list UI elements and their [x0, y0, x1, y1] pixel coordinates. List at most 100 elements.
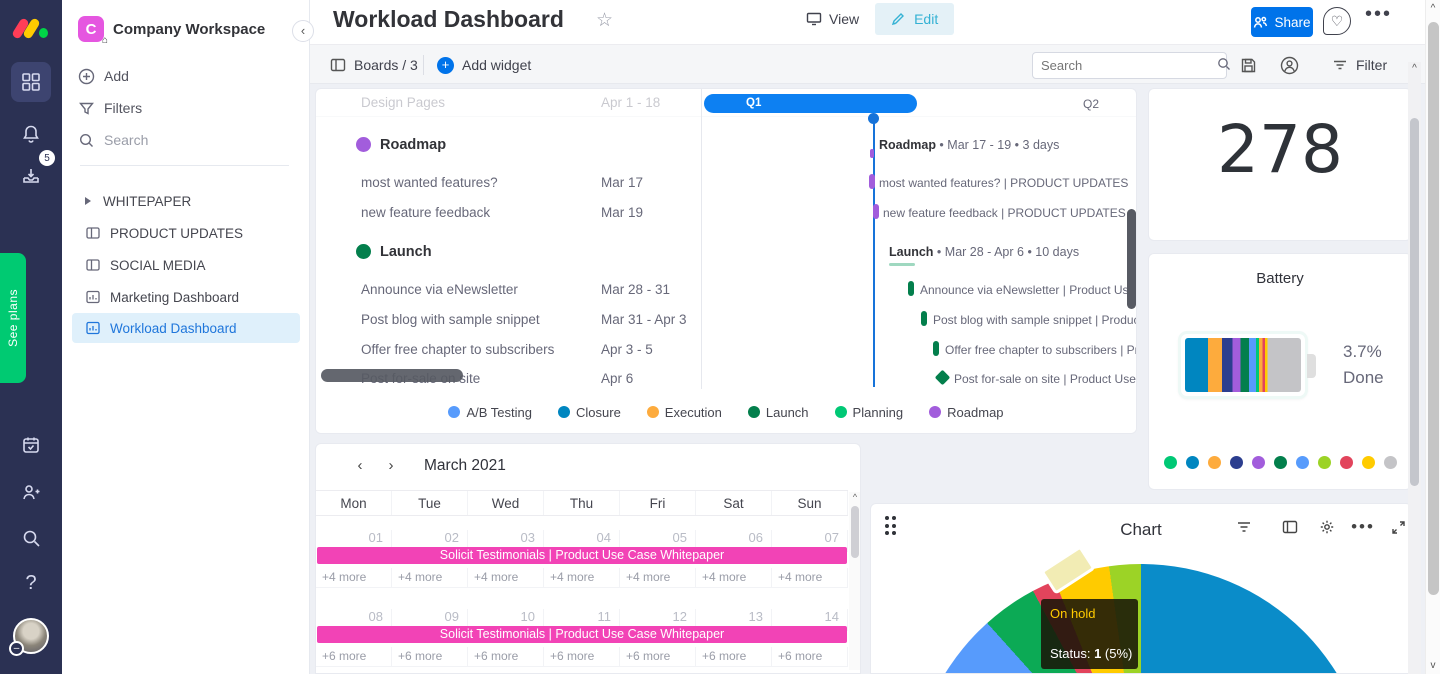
- calendar-scrollbar[interactable]: ^: [849, 492, 860, 670]
- person-filter-icon[interactable]: [1280, 45, 1299, 85]
- filters-button[interactable]: Filters: [78, 95, 142, 121]
- legend-item[interactable]: Launch: [747, 405, 809, 420]
- calendar-more-link[interactable]: +4 more: [316, 568, 392, 587]
- calendar-more-link[interactable]: +6 more: [544, 647, 620, 666]
- calendar-more-link[interactable]: +4 more: [772, 568, 848, 587]
- add-widget-button[interactable]: + Add widget: [437, 45, 531, 85]
- calendar-date-cell[interactable]: 14: [772, 609, 848, 631]
- sidebar-search-button[interactable]: Search: [78, 127, 148, 153]
- gantt-task-row[interactable]: new feature feedback Mar 19 new feature …: [361, 204, 1126, 220]
- gantt-vertical-scrollbar[interactable]: [1127, 209, 1136, 309]
- tab-edit[interactable]: Edit: [875, 3, 955, 35]
- gantt-task-row[interactable]: Announce via eNewsletter Mar 28 - 31 Ann…: [361, 281, 1137, 297]
- calendar-date-cell[interactable]: 02: [392, 530, 468, 552]
- calendar-more-link[interactable]: +6 more: [316, 647, 392, 666]
- gantt-row-faded[interactable]: Design Pages Apr 1 - 18: [316, 95, 1136, 117]
- calendar-more-link[interactable]: +4 more: [468, 568, 544, 587]
- my-work-calendar-icon[interactable]: [11, 425, 51, 465]
- drag-handle-icon[interactable]: [885, 516, 899, 536]
- calendar-date-cell[interactable]: 01: [316, 530, 392, 552]
- calendar-date-cell[interactable]: 03: [468, 530, 544, 552]
- legend-item[interactable]: Planning: [834, 405, 903, 420]
- calendar-date-cell[interactable]: 08: [316, 609, 392, 631]
- calendar-date-cell[interactable]: 11: [544, 609, 620, 631]
- browser-scrollbar-thumb[interactable]: [1428, 22, 1439, 595]
- sidebar-collapse-button[interactable]: ‹: [292, 20, 314, 42]
- gantt-bar[interactable]: [869, 174, 875, 189]
- calendar-more-link[interactable]: +6 more: [392, 647, 468, 666]
- calendar-more-link[interactable]: +4 more: [392, 568, 468, 587]
- workspaces-grid-icon[interactable]: [11, 62, 51, 102]
- user-avatar[interactable]: –: [9, 618, 49, 656]
- sidebar-item-marketing-dashboard[interactable]: Marketing Dashboard: [72, 282, 300, 312]
- dashboard-search[interactable]: [1032, 52, 1230, 79]
- calendar-date-cell[interactable]: 06: [696, 530, 772, 552]
- pie-chart[interactable]: [911, 564, 1371, 673]
- gantt-group-roadmap[interactable]: Roadmap Roadmap • Mar 17 - 19 • 3 days: [316, 134, 1136, 160]
- dashboard-scrollbar[interactable]: ^: [1408, 62, 1421, 674]
- calendar-date-cell[interactable]: 05: [620, 530, 696, 552]
- calendar-date-cell[interactable]: 13: [696, 609, 772, 631]
- calendar-more-link[interactable]: +6 more: [772, 647, 848, 666]
- boards-selector[interactable]: Boards / 3: [330, 45, 418, 85]
- dashboard-scrollbar-thumb[interactable]: [1410, 118, 1419, 486]
- gantt-milestone-diamond[interactable]: [934, 369, 951, 386]
- sidebar-item-whitepaper[interactable]: WHITEPAPER: [72, 186, 300, 216]
- see-plans-ribbon[interactable]: See plans: [0, 253, 26, 383]
- calendar-next-button[interactable]: ›: [388, 457, 394, 474]
- chart-filter-icon[interactable]: [1231, 514, 1257, 540]
- gantt-bar[interactable]: [921, 311, 927, 326]
- legend-item[interactable]: Roadmap: [929, 405, 1004, 420]
- invite-members-icon[interactable]: [11, 472, 51, 512]
- gantt-bar[interactable]: [933, 341, 939, 356]
- gantt-bar[interactable]: [908, 281, 914, 296]
- share-button[interactable]: Share: [1251, 7, 1313, 37]
- inbox-tray-icon[interactable]: 5: [11, 150, 55, 196]
- battery-widget[interactable]: Battery 3.7% Done: [1148, 253, 1412, 490]
- gantt-task-row[interactable]: most wanted features? Mar 17 most wanted…: [361, 174, 1129, 190]
- browser-scrollbar[interactable]: ^ v: [1425, 0, 1440, 674]
- favorite-star-icon[interactable]: ☆: [596, 10, 614, 31]
- save-icon[interactable]: [1240, 45, 1257, 85]
- calendar-more-link[interactable]: +6 more: [468, 647, 544, 666]
- legend-item[interactable]: A/B Testing: [448, 405, 532, 420]
- calendar-date-cell[interactable]: 10: [468, 609, 544, 631]
- search-icon[interactable]: [11, 518, 51, 558]
- chart-expand-icon[interactable]: [1385, 514, 1411, 540]
- gantt-horizontal-scrollbar[interactable]: [321, 369, 463, 382]
- calendar-more-link[interactable]: +4 more: [620, 568, 696, 587]
- number-widget[interactable]: 278: [1148, 88, 1412, 241]
- calendar-date-cell[interactable]: 04: [544, 530, 620, 552]
- calendar-more-link[interactable]: +4 more: [544, 568, 620, 587]
- gantt-task-row[interactable]: Post blog with sample snippet Mar 31 - A…: [361, 311, 1137, 327]
- legend-item[interactable]: Closure: [558, 405, 621, 420]
- filter-button[interactable]: Filter: [1332, 45, 1387, 85]
- chart-settings-gear-icon[interactable]: [1314, 514, 1340, 540]
- monday-logo-icon[interactable]: [11, 16, 48, 42]
- calendar-date-cell[interactable]: 12: [620, 609, 696, 631]
- gantt-task-row[interactable]: Offer free chapter to subscribers Apr 3 …: [361, 341, 1137, 357]
- calendar-more-link[interactable]: +6 more: [620, 647, 696, 666]
- add-button[interactable]: Add: [78, 63, 129, 89]
- calendar-event-bar[interactable]: Solicit Testimonials | Product Use Case …: [317, 626, 847, 643]
- gantt-bar[interactable]: [873, 204, 879, 219]
- notifications-bell-icon[interactable]: [11, 114, 51, 154]
- more-options-icon[interactable]: •••: [1365, 3, 1393, 25]
- help-icon[interactable]: ?: [25, 571, 37, 594]
- calendar-date-cell[interactable]: 07: [772, 530, 848, 552]
- sidebar-item-workload-dashboard[interactable]: Workload Dashboard: [72, 313, 300, 343]
- workspace-header[interactable]: C ⌂ Company Workspace: [78, 16, 265, 46]
- chart-panel-icon[interactable]: [1277, 514, 1303, 540]
- calendar-event-bar[interactable]: Solicit Testimonials | Product Use Case …: [317, 547, 847, 564]
- tab-view[interactable]: View: [790, 3, 875, 35]
- calendar-more-link[interactable]: +4 more: [696, 568, 772, 587]
- chart-more-options-icon[interactable]: •••: [1351, 517, 1375, 536]
- sidebar-item-product-updates[interactable]: PRODUCT UPDATES: [72, 218, 300, 248]
- gantt-group-launch[interactable]: Launch Launch • Mar 28 - Apr 6 • 10 days: [316, 241, 1136, 267]
- calendar-more-link[interactable]: +6 more: [696, 647, 772, 666]
- calendar-prev-button[interactable]: ‹: [357, 457, 363, 474]
- search-input[interactable]: [1041, 58, 1217, 73]
- gantt-today-marker[interactable]: [868, 113, 879, 124]
- calendar-date-cell[interactable]: 09: [392, 609, 468, 631]
- gantt-q1-header[interactable]: Q1: [704, 94, 917, 113]
